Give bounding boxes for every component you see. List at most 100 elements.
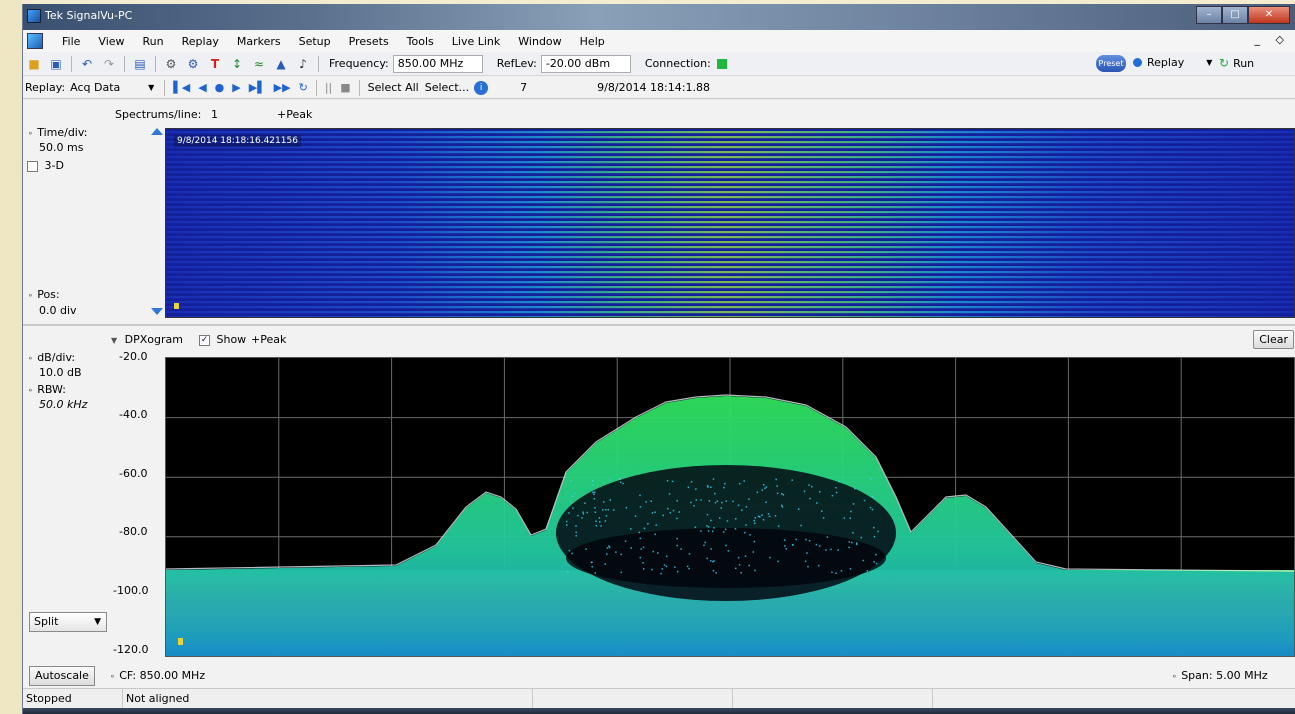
- menu-file[interactable]: File: [62, 34, 81, 48]
- collapse-chevron-icon[interactable]: ▼: [111, 336, 118, 345]
- menu-view[interactable]: View: [98, 34, 125, 48]
- save-icon[interactable]: ▣: [50, 56, 62, 71]
- time-div-value[interactable]: 50.0 ms: [39, 141, 84, 154]
- scroll-down-icon[interactable]: [151, 308, 163, 315]
- measure-icon[interactable]: ⚙: [165, 56, 177, 71]
- redo-icon[interactable]: ↷: [103, 56, 115, 71]
- toolbar-separator: [164, 79, 166, 96]
- open-folder-icon[interactable]: ■: [28, 56, 40, 71]
- span-readout[interactable]: ⚬ Span: 5.00 MHz: [1171, 669, 1268, 682]
- y-tick-label: -100.0: [113, 584, 149, 597]
- dpx-display[interactable]: [165, 357, 1295, 657]
- mdi-controls-icon[interactable]: _ ◇: [1254, 33, 1290, 46]
- autoscale-button[interactable]: Autoscale: [29, 666, 95, 686]
- three-d-checkbox-box[interactable]: [27, 160, 38, 172]
- menu-markers[interactable]: Markers: [236, 34, 281, 48]
- menu-help[interactable]: Help: [579, 34, 605, 48]
- trigger-icon[interactable]: T: [210, 56, 220, 71]
- close-button[interactable]: ✕: [1248, 6, 1290, 24]
- frequency-input[interactable]: 850.00 MHz: [392, 54, 483, 73]
- toolbar: ■ ▣ ↶ ↷ ▤ ⚙ ⚙ T ↕ ≈ ▲ ♪ Frequency: 850.0…: [23, 52, 1295, 76]
- replay-label: Replay:: [25, 81, 66, 94]
- toolbar-separator: [315, 79, 317, 96]
- replay-dropdown-icon[interactable]: ▼: [1206, 58, 1213, 67]
- view-mode-select[interactable]: Split ▼: [29, 612, 107, 632]
- y-tick-label: -60.0: [119, 467, 148, 480]
- toolbar-separator: [71, 55, 72, 72]
- preset-button[interactable]: Preset: [1096, 55, 1126, 72]
- y-tick-label: -120.0: [113, 643, 149, 656]
- settings-gear-icon[interactable]: ⚙: [187, 56, 199, 71]
- record-count: 7: [520, 81, 528, 94]
- step-forward-icon[interactable]: ▶▌: [248, 81, 266, 94]
- dpx-detector[interactable]: +Peak: [251, 333, 287, 346]
- pause-icon[interactable]: ||: [324, 81, 333, 94]
- pos-label[interactable]: ⚬ Pos:: [27, 288, 60, 301]
- menu-run[interactable]: Run: [142, 34, 164, 48]
- menu-window[interactable]: Window: [518, 34, 562, 48]
- pos-value[interactable]: 0.0 div: [39, 304, 77, 317]
- spectrums-per-line-label: Spectrums/line:: [115, 108, 202, 121]
- spectrogram-detector[interactable]: +Peak: [277, 108, 313, 121]
- analysis-icon[interactable]: ≈: [253, 56, 265, 71]
- knob-icon: ⚬: [109, 672, 116, 681]
- markers-icon[interactable]: ▲: [276, 56, 286, 71]
- menu-presets[interactable]: Presets: [348, 34, 389, 48]
- db-div-value[interactable]: 10.0 dB: [39, 366, 82, 379]
- knob-icon: ⚬: [27, 291, 34, 300]
- alignment-status: Not aligned: [123, 688, 533, 709]
- select-button[interactable]: Select...: [424, 81, 470, 94]
- y-tick-label: -40.0: [119, 408, 148, 421]
- clear-button[interactable]: Clear: [1253, 330, 1294, 349]
- minimize-button[interactable]: –: [1196, 6, 1222, 24]
- app-window: Tek SignalVu-PC – □ ✕ File View Run Repl…: [22, 4, 1295, 714]
- replay-source-select[interactable]: Acq Data: [70, 81, 121, 94]
- knob-icon: ⚬: [27, 354, 34, 363]
- loop-icon[interactable]: ↻: [298, 81, 308, 94]
- select-all-button[interactable]: Select All: [367, 81, 419, 94]
- menu-setup[interactable]: Setup: [298, 34, 331, 48]
- app-menu-icon[interactable]: [27, 33, 43, 49]
- scroll-up-icon[interactable]: [151, 128, 163, 135]
- run-status: Stopped: [23, 688, 123, 709]
- menu-live-link[interactable]: Live Link: [451, 34, 501, 48]
- db-div-label[interactable]: ⚬ dB/div:: [27, 351, 76, 364]
- dropdown-arrow-icon: ▼: [94, 617, 101, 627]
- step-back-icon[interactable]: ◀: [198, 81, 207, 94]
- show-checkbox-box[interactable]: ✓: [199, 334, 210, 346]
- replay-button[interactable]: Replay ▼: [1133, 56, 1212, 69]
- spectrogram-display[interactable]: 9/8/2014 18:18:16.421156: [165, 128, 1295, 318]
- stop-icon[interactable]: ■: [340, 81, 351, 94]
- cf-readout[interactable]: ⚬ CF: 850.00 MHz: [109, 669, 206, 682]
- audio-icon[interactable]: ♪: [299, 56, 307, 71]
- menu-tools[interactable]: Tools: [406, 34, 434, 48]
- rbw-label[interactable]: ⚬ RBW:: [27, 383, 66, 396]
- acquire-icon[interactable]: ↕: [231, 56, 243, 71]
- rbw-value[interactable]: 50.0 kHz: [39, 398, 88, 411]
- show-checkbox[interactable]: ✓ Show: [199, 333, 247, 346]
- spectrogram-panel: Spectrums/line: 1 +Peak ⚬ Time/div: 50.0…: [23, 100, 1295, 322]
- dpx-panel: ▼ DPXogram ✓ Show +Peak Clear ⚬ dB/div: …: [23, 324, 1295, 688]
- displays-icon[interactable]: ▤: [134, 56, 146, 71]
- replay-dot-icon: [1133, 58, 1142, 67]
- run-button[interactable]: ↻ Run: [1219, 56, 1254, 70]
- info-icon[interactable]: i: [474, 80, 489, 95]
- fast-forward-icon[interactable]: ▶▶: [273, 81, 291, 94]
- skip-start-icon[interactable]: ▌◀: [173, 81, 191, 94]
- spectrums-per-line-value[interactable]: 1: [211, 108, 218, 121]
- time-div-label[interactable]: ⚬ Time/div:: [27, 126, 88, 139]
- view-mode-value: Split: [34, 615, 59, 628]
- undo-icon[interactable]: ↶: [81, 56, 93, 71]
- maximize-button[interactable]: □: [1222, 6, 1248, 24]
- spectrogram-image: [166, 129, 1294, 317]
- menu-replay[interactable]: Replay: [181, 34, 219, 48]
- record-dot-icon[interactable]: ●: [214, 81, 225, 94]
- replay-source-dropdown-icon[interactable]: ▼: [148, 83, 155, 92]
- status-cell-empty: [733, 688, 933, 709]
- reflev-input[interactable]: -20.00 dBm: [540, 54, 631, 73]
- spectrogram-timestamp: 9/8/2014 18:18:16.421156: [174, 135, 301, 147]
- three-d-checkbox[interactable]: 3-D: [27, 159, 64, 172]
- dpx-title[interactable]: ▼ DPXogram: [111, 333, 183, 346]
- menu-bar: File View Run Replay Markers Setup Prese…: [23, 30, 1295, 52]
- play-icon[interactable]: ▶: [232, 81, 241, 94]
